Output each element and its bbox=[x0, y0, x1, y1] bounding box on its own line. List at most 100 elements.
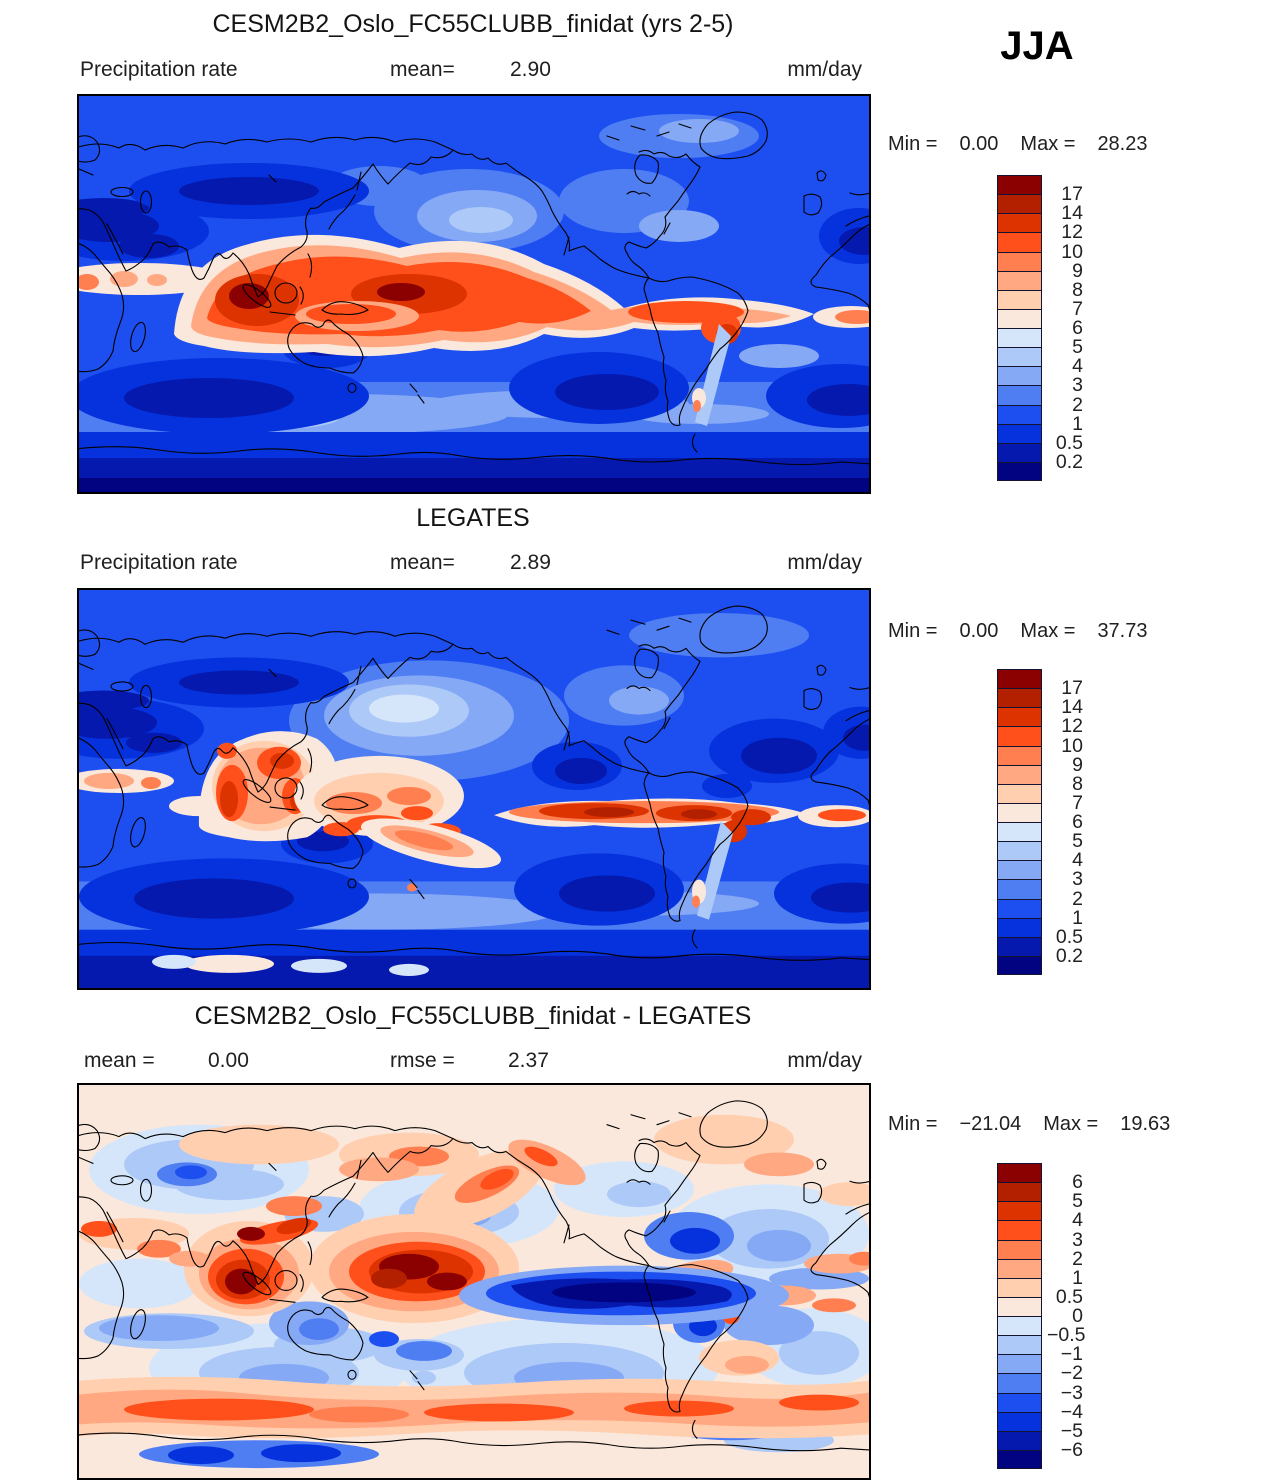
colorbar-cell bbox=[997, 404, 1042, 425]
min-label: Min = bbox=[888, 620, 938, 642]
colorbar-labels-model: 17 14 12 10 9 8 7 6 5 4 3 2 1 0.5 0.2 bbox=[1047, 175, 1083, 481]
colorbar-tick-label: −1 bbox=[1060, 1343, 1083, 1366]
world-map-diff bbox=[77, 1083, 871, 1480]
panel-title-model: CESM2B2_Oslo_FC55CLUBB_finidat (yrs 2-5) bbox=[212, 10, 734, 38]
rmse-value: 2.37 bbox=[508, 1049, 549, 1072]
colorbar-tick-label: −0.5 bbox=[1047, 1324, 1086, 1347]
world-map-model bbox=[77, 94, 871, 494]
colorbar-tick-label: 4 bbox=[1072, 355, 1083, 378]
mean-value: 0.00 bbox=[208, 1049, 249, 1072]
variable-label: Precipitation rate bbox=[80, 58, 238, 81]
colorbar-cell bbox=[997, 1277, 1042, 1298]
colorbar-cell bbox=[997, 1335, 1042, 1356]
mean-label: mean = bbox=[84, 1049, 155, 1072]
max-label: Max = bbox=[1020, 620, 1076, 642]
colorbar-obs bbox=[997, 669, 1042, 975]
mean-label: mean= bbox=[390, 58, 455, 81]
season-label: JJA bbox=[1000, 24, 1074, 68]
variable-label: Precipitation rate bbox=[80, 551, 238, 574]
colorbar-cell bbox=[997, 917, 1042, 938]
colorbar-cell bbox=[997, 328, 1042, 349]
colorbar-tick-label: 0.5 bbox=[1055, 431, 1083, 454]
colorbar-tick-label: 14 bbox=[1061, 696, 1083, 719]
colorbar-tick-label: 5 bbox=[1072, 830, 1083, 853]
colorbar-cell bbox=[997, 289, 1042, 310]
colorbar-tick-label: 4 bbox=[1072, 849, 1083, 872]
colorbar-tick-label: 5 bbox=[1072, 336, 1083, 359]
colorbar-tick-label: 6 bbox=[1072, 317, 1083, 339]
colorbar-tick-label: −3 bbox=[1060, 1381, 1083, 1404]
min-value: 0.00 bbox=[959, 133, 999, 155]
colorbar-cell bbox=[997, 270, 1042, 291]
colorbar-cell bbox=[997, 232, 1042, 253]
colorbar-tick-label: 2 bbox=[1072, 1247, 1083, 1270]
colorbar-tick-label: −4 bbox=[1060, 1400, 1083, 1423]
colorbar-cell bbox=[997, 347, 1042, 368]
mean-value: 2.89 bbox=[510, 551, 551, 574]
colorbar-cell bbox=[997, 1296, 1042, 1317]
colorbar-tick-label: 6 bbox=[1072, 1171, 1083, 1194]
units-label: mm/day bbox=[787, 551, 862, 574]
colorbar-cell bbox=[997, 1316, 1042, 1337]
colorbar-tick-label: 1 bbox=[1072, 412, 1083, 435]
colorbar-tick-label: 1 bbox=[1072, 1266, 1083, 1289]
colorbar-tick-label: 7 bbox=[1072, 791, 1083, 814]
colorbar-cell bbox=[997, 308, 1042, 329]
colorbar-cell bbox=[997, 175, 1042, 196]
colorbar-cell bbox=[997, 936, 1042, 957]
colorbar-labels-diff: 6 5 4 3 2 1 0.5 0 −0.5 −1 −2 −3 −4 −5 −6 bbox=[1047, 1163, 1086, 1469]
colorbar-tick-label: 1 bbox=[1072, 906, 1083, 929]
colorbar-cell bbox=[997, 1373, 1042, 1394]
colorbar-tick-label: 10 bbox=[1061, 240, 1083, 263]
max-label: Max = bbox=[1020, 133, 1076, 155]
colorbar-tick-label: 3 bbox=[1072, 374, 1083, 397]
colorbar-cell bbox=[997, 461, 1042, 481]
panel-title-obs: LEGATES bbox=[416, 504, 530, 532]
colorbar-tick-label: 8 bbox=[1072, 278, 1083, 301]
colorbar-diff bbox=[997, 1163, 1042, 1469]
colorbar-tick-label: 10 bbox=[1061, 734, 1083, 757]
colorbar-tick-label: 0.2 bbox=[1055, 450, 1083, 473]
colorbar-tick-label: 0.2 bbox=[1055, 944, 1083, 967]
colorbar-cell bbox=[997, 1201, 1042, 1222]
colorbar-model bbox=[997, 175, 1042, 481]
colorbar-labels-obs: 17 14 12 10 9 8 7 6 5 4 3 2 1 0.5 0.2 bbox=[1047, 669, 1083, 975]
colorbar-cell bbox=[997, 802, 1042, 823]
min-value: −21.04 bbox=[959, 1113, 1022, 1135]
colorbar-tick-label: 9 bbox=[1072, 259, 1083, 282]
minmax-line-model: Min = 0.00 Max = 28.23 bbox=[888, 133, 1148, 156]
colorbar-cell bbox=[997, 213, 1042, 234]
colorbar-cell bbox=[997, 669, 1042, 690]
colorbar-tick-label: 3 bbox=[1072, 868, 1083, 891]
colorbar-cell bbox=[997, 955, 1042, 975]
min-label: Min = bbox=[888, 1113, 938, 1135]
colorbar-cell bbox=[997, 1354, 1042, 1375]
colorbar-cell bbox=[997, 898, 1042, 919]
min-label: Min = bbox=[888, 133, 938, 155]
colorbar-cell bbox=[997, 194, 1042, 215]
colorbar-cell bbox=[997, 366, 1042, 387]
colorbar-tick-label: −6 bbox=[1060, 1438, 1083, 1461]
colorbar-cell bbox=[997, 764, 1042, 785]
colorbar-cell bbox=[997, 726, 1042, 747]
colorbar-tick-label: 3 bbox=[1072, 1228, 1083, 1251]
mean-label: mean= bbox=[390, 551, 455, 574]
colorbar-tick-label: −2 bbox=[1060, 1362, 1083, 1385]
minmax-line-obs: Min = 0.00 Max = 37.73 bbox=[888, 620, 1148, 643]
panel-title-diff: CESM2B2_Oslo_FC55CLUBB_finidat - LEGATES bbox=[194, 1002, 752, 1030]
colorbar-cell bbox=[997, 1411, 1042, 1432]
mean-value: 2.90 bbox=[510, 58, 551, 81]
colorbar-tick-label: 5 bbox=[1072, 1190, 1083, 1213]
colorbar-cell bbox=[997, 1258, 1042, 1279]
colorbar-cell bbox=[997, 1163, 1042, 1184]
colorbar-tick-label: 8 bbox=[1072, 772, 1083, 795]
panel-header-diff: mean = 0.00 rmse = 2.37 mm/day bbox=[78, 1049, 868, 1075]
colorbar-cell bbox=[997, 822, 1042, 843]
colorbar-tick-label: 0.5 bbox=[1055, 925, 1083, 948]
colorbar-cell bbox=[997, 841, 1042, 862]
world-map-obs bbox=[77, 588, 871, 990]
colorbar-tick-label: 9 bbox=[1072, 753, 1083, 776]
panel-header-obs: Precipitation rate mean= 2.89 mm/day bbox=[78, 551, 868, 577]
colorbar-cell bbox=[997, 688, 1042, 709]
max-value: 19.63 bbox=[1120, 1113, 1171, 1135]
